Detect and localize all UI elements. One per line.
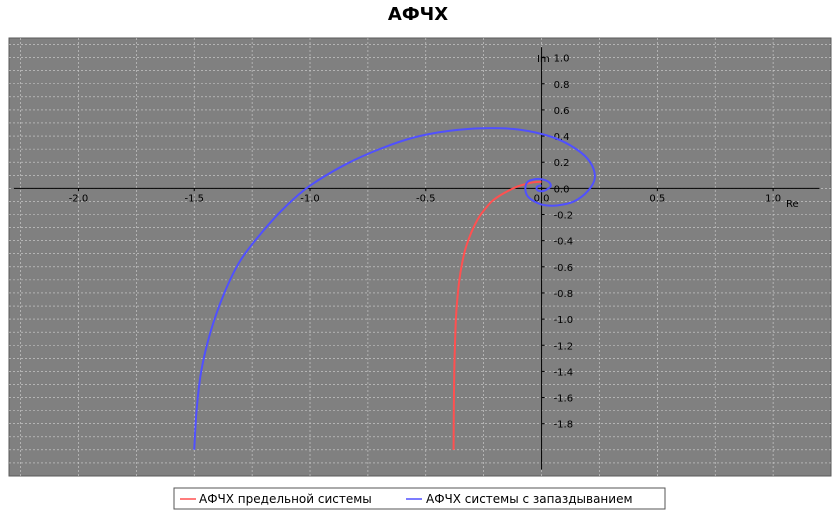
y-tick-label: -0.2 [554, 211, 574, 222]
y-tick-label: -0.6 [554, 263, 574, 274]
y-tick-label: -0.4 [554, 237, 574, 248]
x-tick-label: -0.5 [416, 193, 436, 204]
series-line-limit-system [452, 180, 542, 450]
y-tick-label: -1.4 [554, 367, 574, 378]
x-tick-label: -1.0 [300, 193, 320, 204]
y-tick-label: -1.2 [554, 341, 574, 352]
x-tick-label: 1.0 [765, 193, 781, 204]
series-line-delay-system [193, 127, 596, 450]
y-tick-label: -1.0 [554, 315, 574, 326]
legend-label-delay-system: АФЧХ системы с запаздыванием [426, 492, 633, 506]
tick-labels: -2.0 -1.5 -1.0 -0.5 0.0 0.5 1.0 1.0 0.8 0.6 0.4 0.2… [69, 54, 781, 431]
y-tick-label: -1.6 [554, 394, 574, 405]
x-tick-label: 0.5 [649, 193, 665, 204]
axes [13, 47, 820, 470]
series-group [193, 127, 596, 450]
x-axis-label: Re [786, 199, 799, 210]
y-tick-label: 0.4 [554, 132, 570, 143]
y-tick-label: 0.2 [554, 158, 570, 169]
legend: АФЧХ предельной системы АФЧХ системы с з… [173, 487, 666, 510]
y-tick-label: -1.8 [554, 420, 574, 431]
y-tick-label: -0.8 [554, 289, 574, 300]
x-tick-label: 0.0 [534, 193, 550, 204]
chart-title: АФЧХ [388, 4, 448, 25]
x-tick-label: -2.0 [69, 193, 89, 204]
y-tick-label: 0.8 [554, 80, 570, 91]
y-tick-label: 0.6 [554, 106, 570, 117]
legend-label-limit-system: АФЧХ предельной системы [199, 492, 372, 506]
grid [9, 38, 831, 476]
y-tick-label: 1.0 [554, 54, 570, 65]
x-tick-label: -1.5 [184, 193, 204, 204]
y-tick-label: 0.0 [554, 184, 570, 195]
y-axis-label: Im [537, 54, 550, 65]
plot-area [8, 37, 832, 477]
